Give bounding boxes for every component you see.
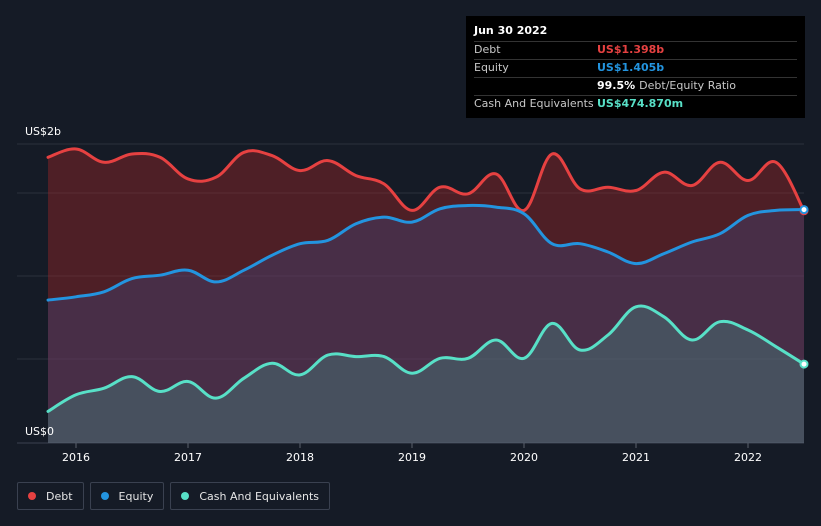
tooltip-cash-value: US$474.870m xyxy=(597,97,684,110)
legend-label-debt: Debt xyxy=(46,489,73,503)
y-axis-label-0: US$2b xyxy=(25,125,61,138)
tooltip-ratio-label xyxy=(474,78,597,95)
legend-item-debt[interactable]: Debt xyxy=(17,482,84,510)
tooltip-ratio-value: 99.5% xyxy=(597,79,636,92)
legend-dot-debt-icon xyxy=(28,492,36,500)
line-debt xyxy=(46,147,806,213)
marker-equity xyxy=(799,205,809,215)
x-tick-label-2016: 2016 xyxy=(62,451,90,464)
line-equity xyxy=(46,203,806,302)
legend-item-cash[interactable]: Cash And Equivalents xyxy=(170,482,330,510)
x-tick-label-2022: 2022 xyxy=(734,451,762,464)
legend-dot-cash-icon xyxy=(181,492,190,500)
chart-legend: Debt Equity Cash And Equivalents xyxy=(17,482,330,510)
tooltip-debt-label: Debt xyxy=(474,43,501,56)
area-cash-and-equivalents xyxy=(48,305,804,443)
x-tick-label-2018: 2018 xyxy=(286,451,314,464)
marker-cash-and-equivalents xyxy=(799,359,809,369)
legend-item-equity[interactable]: Equity xyxy=(89,482,165,510)
chart-lines xyxy=(46,147,806,413)
chart-areas xyxy=(48,148,804,444)
tooltip-date: Jun 30 2022 xyxy=(474,24,548,37)
area-debt xyxy=(48,148,804,444)
x-tick-label-2021: 2021 xyxy=(622,451,650,464)
legend-label-cash: Cash And Equivalents xyxy=(199,489,319,503)
x-tick-label-2020: 2020 xyxy=(510,451,538,464)
chart-markers xyxy=(799,205,809,369)
legend-dot-equity-icon xyxy=(100,492,109,500)
x-tick-label-2017: 2017 xyxy=(174,451,202,464)
chart-axes: US$2b US$0 2016 2017 2018 2019 2020 2021 2022 xyxy=(25,125,762,464)
tooltip-equity-label: Equity xyxy=(474,61,509,74)
tooltip-cash-label: Cash And Equivalents xyxy=(474,97,594,110)
legend-label-equity: Equity xyxy=(118,489,154,503)
tooltip-panel: Jun 30 2022 Debt US$1.398b Equity US$1.4… xyxy=(466,16,805,118)
line-cash-and-equivalents xyxy=(46,304,806,413)
tooltip-row-cash: Cash And Equivalents US$474.870m xyxy=(474,95,797,113)
tooltip-row-ratio: 99.5% Debt/Equity Ratio xyxy=(474,77,797,95)
x-tick-label-2019: 2019 xyxy=(398,451,426,464)
y-axis-label-1: US$0 xyxy=(25,425,54,438)
tooltip-debt-value: US$1.398b xyxy=(597,43,665,56)
tooltip-row-debt: Debt US$1.398b xyxy=(474,41,797,59)
tooltip-row-equity: Equity US$1.405b xyxy=(474,59,797,77)
tooltip-equity-value: US$1.405b xyxy=(597,61,665,74)
tooltip-ratio-caption: Debt/Equity Ratio xyxy=(639,79,736,92)
